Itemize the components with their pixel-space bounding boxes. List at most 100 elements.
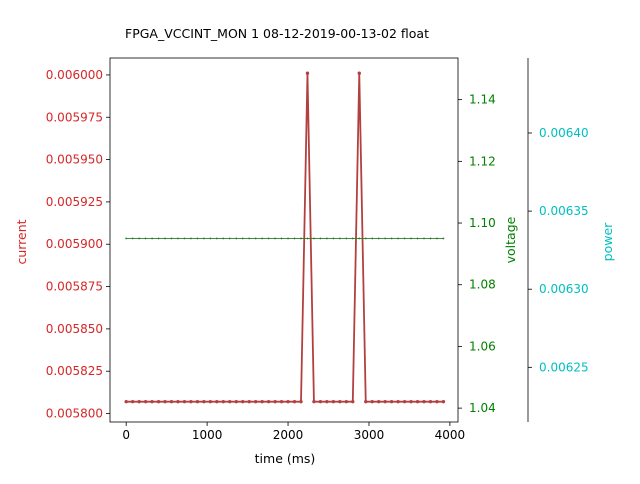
current-data-point (305, 71, 310, 75)
voltage-data-point (131, 237, 134, 240)
current-data-point (253, 399, 258, 404)
current-data-point (241, 399, 245, 404)
voltage-data-point (306, 237, 309, 240)
voltage-data-point (235, 237, 238, 240)
current-tick-label: 0.005850 (46, 322, 103, 336)
current-data-point (402, 399, 407, 404)
current-data-point (318, 399, 323, 404)
current-tick-label: 0.005825 (46, 364, 103, 378)
voltage-data-point (358, 237, 361, 240)
voltage-data-point (390, 237, 393, 240)
voltage-data-point (351, 237, 354, 240)
current-data-point (370, 399, 374, 404)
current-data-point (221, 399, 226, 404)
current-data-point (415, 399, 420, 404)
x-tick-label: 3000 (354, 428, 385, 442)
voltage-data-point (248, 237, 251, 240)
voltage-data-point (190, 237, 192, 240)
current-data-point (234, 399, 238, 404)
voltage-data-point (164, 237, 166, 240)
plot-area-border (109, 57, 459, 423)
x-axis: 0 1000 2000 3000 4000 (122, 422, 465, 442)
voltage-data-point (319, 237, 322, 240)
voltage-data-point (287, 237, 289, 240)
current-data-point (357, 71, 361, 75)
voltage-data-point (157, 237, 160, 240)
voltage-data-point (300, 237, 302, 240)
current-data-point (176, 399, 180, 404)
current-data-point (435, 399, 439, 404)
voltage-data-point (442, 237, 445, 240)
current-data-point (195, 399, 200, 404)
voltage-data-point (138, 237, 141, 240)
current-tick-label: 0.005900 (46, 237, 103, 251)
voltage-data-point (410, 237, 412, 240)
current-data-point (124, 399, 128, 404)
current-data-point (163, 399, 167, 404)
power-axis-label: power (600, 222, 615, 261)
current-data-point (215, 399, 219, 404)
voltage-data-point (202, 237, 205, 240)
current-tick-label: 0.006000 (46, 68, 103, 82)
current-data-point (292, 399, 297, 404)
current-data-point (202, 399, 206, 404)
current-data-point (396, 399, 400, 404)
current-data-point (169, 399, 174, 404)
current-data-point (409, 399, 413, 404)
x-tick-label: 2000 (273, 428, 304, 442)
voltage-data-point (313, 237, 315, 240)
voltage-tick-label: 1.10 (469, 216, 496, 230)
voltage-data-point (267, 237, 270, 240)
current-data-point (428, 399, 433, 404)
voltage-data-point (332, 237, 335, 240)
power-tick-label: 0.00630 (539, 282, 589, 296)
current-data-point (137, 399, 141, 404)
current-data-point (338, 399, 342, 404)
voltage-data-point (241, 237, 244, 240)
voltage-data-point (170, 237, 173, 240)
current-data-point (325, 399, 329, 404)
voltage-data-point (371, 237, 374, 240)
voltage-data-point (144, 237, 147, 240)
current-data-point (189, 399, 193, 404)
voltage-data-point (397, 237, 400, 240)
voltage-data-point (403, 237, 406, 240)
series-layer (124, 71, 446, 404)
voltage-data-point (423, 237, 425, 240)
current-data-point (351, 399, 355, 404)
current-data-point (273, 399, 277, 404)
voltage-data-point (338, 237, 341, 240)
current-data-point (383, 399, 387, 404)
plot-frame (109, 57, 459, 423)
voltage-axis-label: voltage (503, 216, 518, 263)
voltage-data-point (215, 237, 218, 240)
current-axis-label: current (14, 219, 29, 264)
voltage-axis: 1.04 1.06 1.08 1.10 1.12 1.14 (458, 93, 496, 415)
voltage-tick-label: 1.14 (469, 93, 496, 107)
voltage-data-point (177, 237, 179, 240)
current-data-point (441, 399, 446, 404)
voltage-data-point (274, 237, 276, 240)
voltage-data-point (183, 237, 186, 240)
power-tick-label: 0.00625 (539, 360, 589, 374)
voltage-data-point (196, 237, 199, 240)
current-data-point (228, 399, 232, 404)
current-data-point (279, 399, 284, 404)
current-data-point (260, 399, 264, 404)
voltage-data-point (377, 237, 380, 240)
current-series-line (126, 72, 444, 403)
current-data-point (182, 399, 187, 404)
current-tick-label: 0.005925 (46, 195, 103, 209)
voltage-data-point (228, 237, 231, 240)
current-data-point (364, 399, 368, 404)
voltage-data-point (261, 237, 264, 240)
power-tick-label: 0.00635 (539, 204, 589, 218)
power-axis: 0.00625 0.00630 0.00635 0.00640 (527, 58, 589, 422)
current-tick-label: 0.005950 (46, 153, 103, 167)
voltage-data-point (280, 237, 283, 240)
chart-title: FPGA_VCCINT_MON 1 08-12-2019-00-13-02 fl… (125, 26, 429, 41)
current-data-point (156, 399, 161, 404)
voltage-data-point (429, 237, 432, 240)
current-data-point (376, 399, 381, 404)
